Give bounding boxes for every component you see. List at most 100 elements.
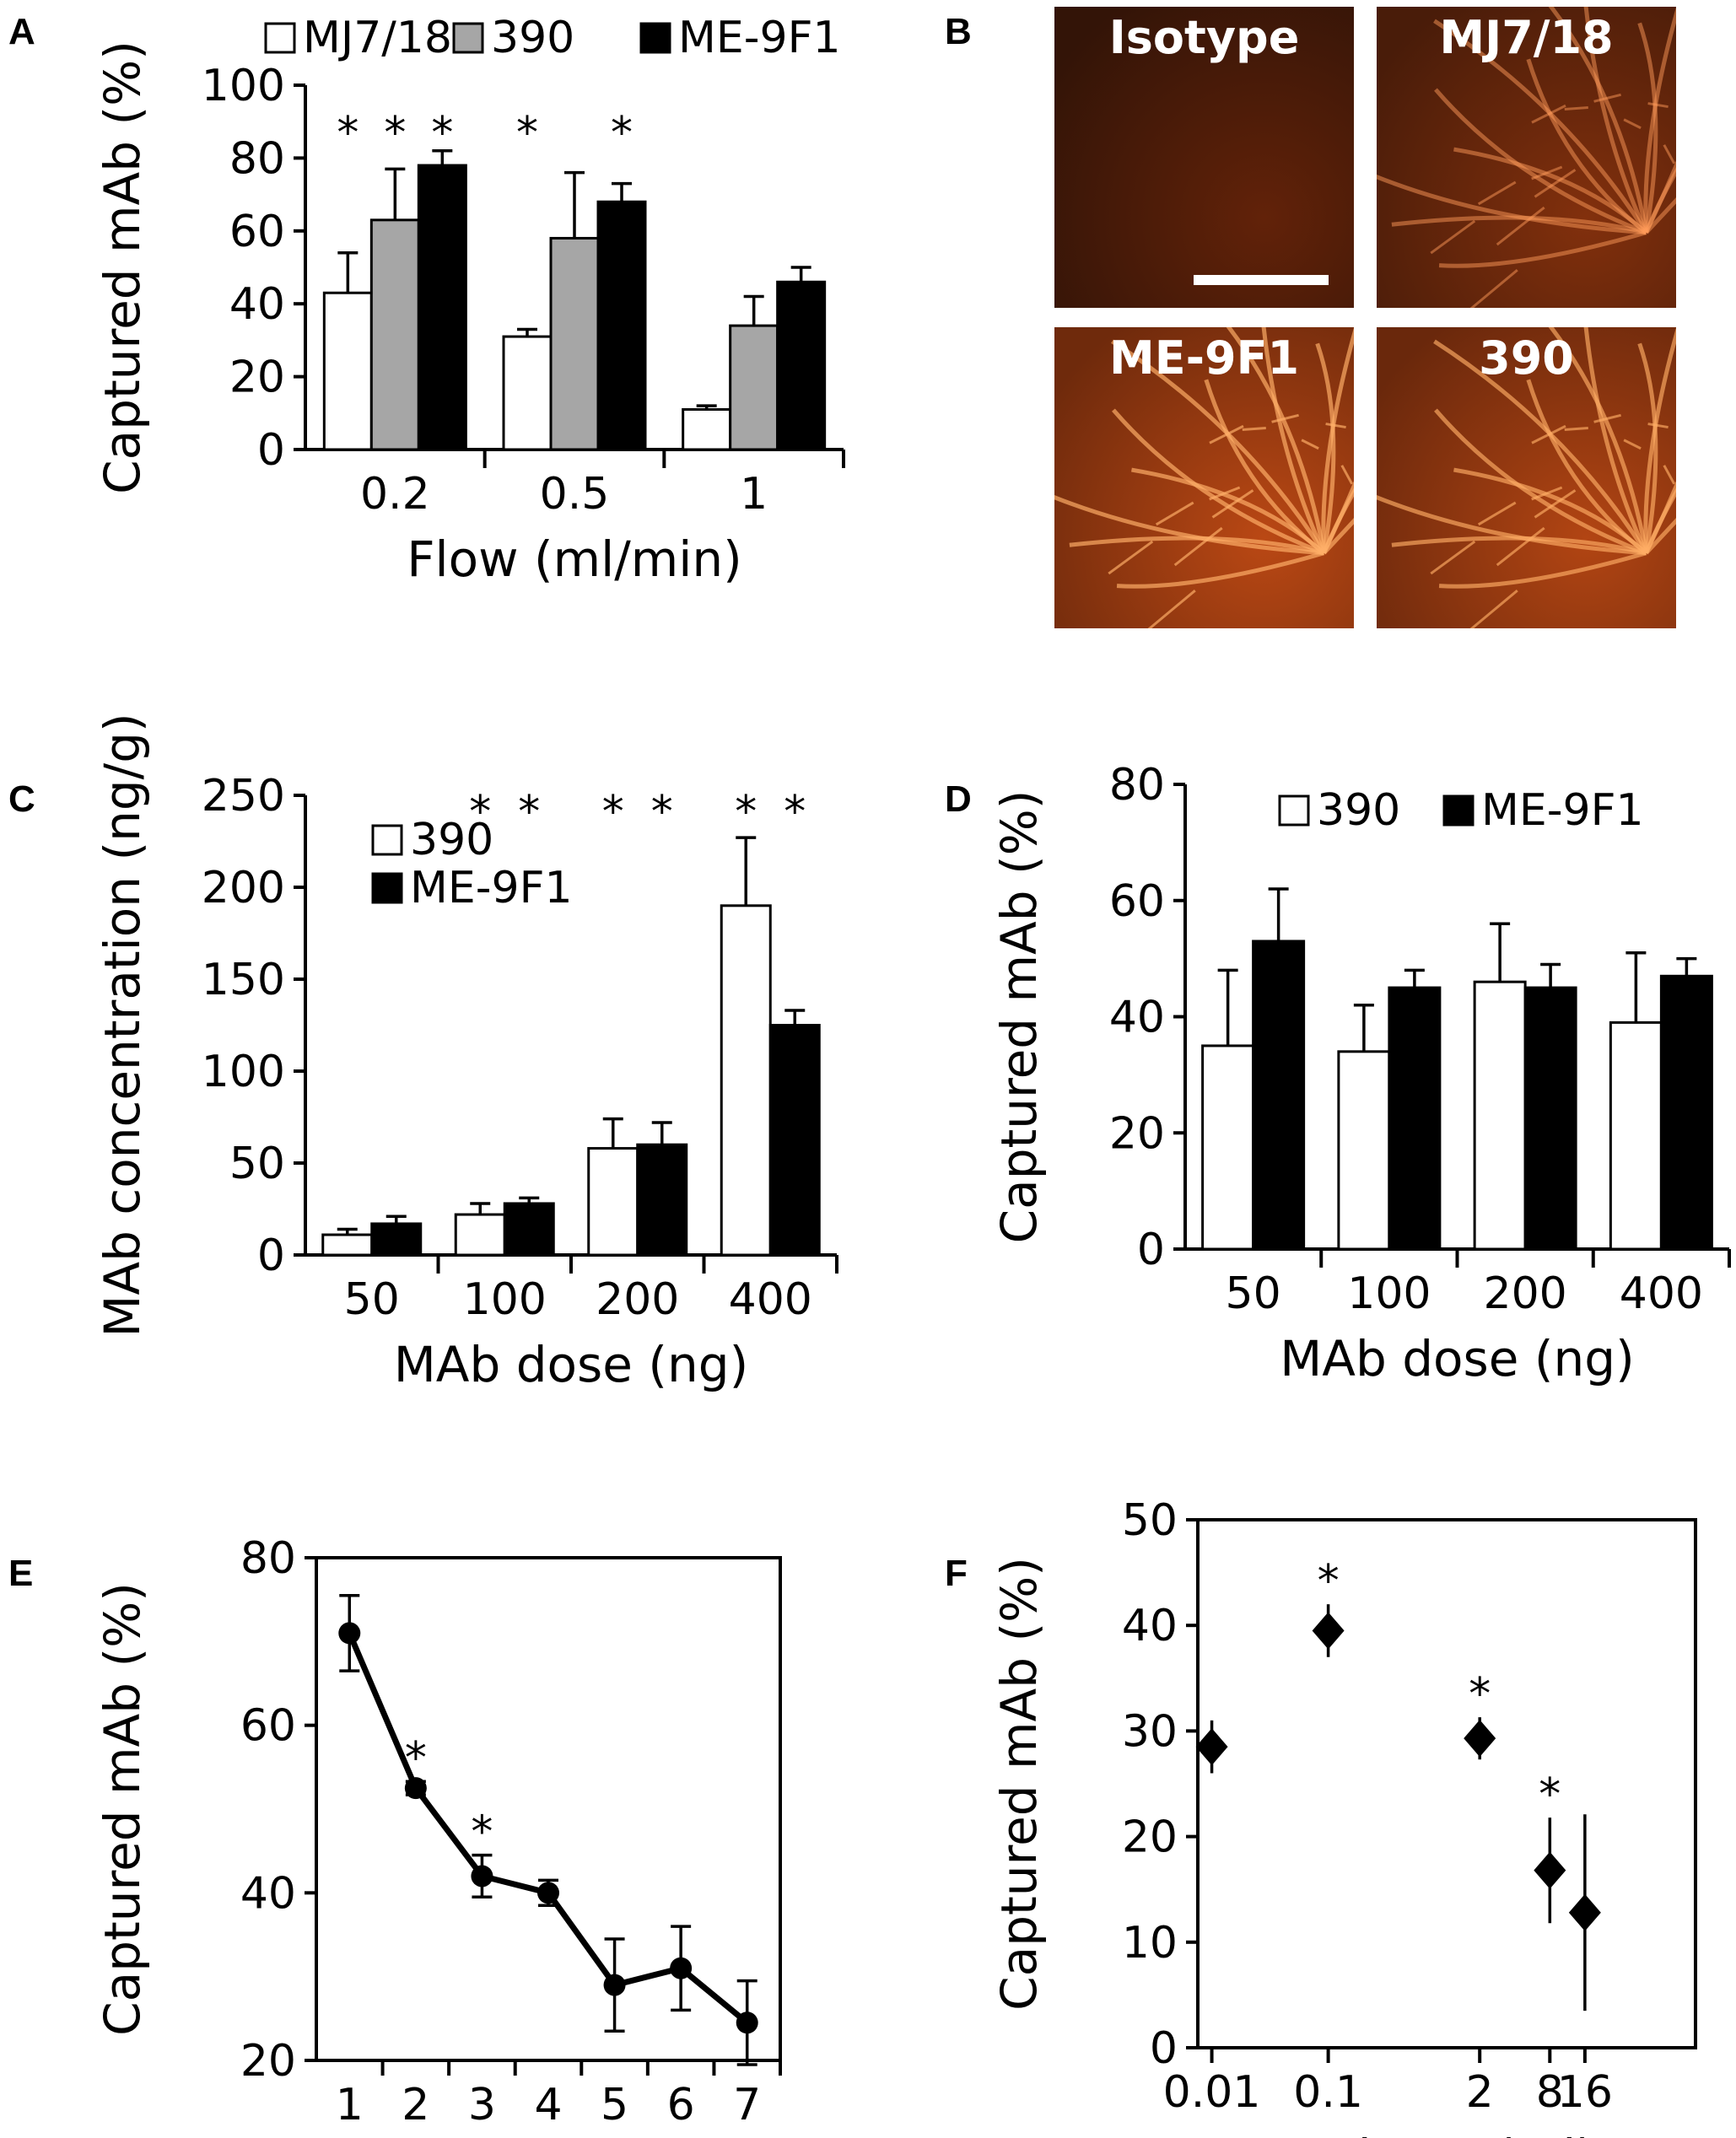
y-axis-label-C: MAb concentration (ng/g) <box>94 713 151 1337</box>
vessel-trace <box>1644 517 1676 555</box>
significance-star-C: * <box>602 787 624 837</box>
vessel-branch <box>1155 501 1194 526</box>
x-tick-label-F: 8 <box>1536 2067 1564 2118</box>
micrograph-me-9f1: ME-9F1 <box>1054 327 1354 628</box>
vessel-trace <box>1526 379 1648 555</box>
legend-label-A: MJ7/18 <box>303 13 452 63</box>
bar-A <box>682 407 732 451</box>
data-point-F <box>1312 1612 1345 1650</box>
micrograph-mj7-18: MJ7/18 <box>1377 7 1676 308</box>
panel-letter-C: C <box>8 778 35 820</box>
y-tick-label-D: 80 <box>1109 760 1165 811</box>
data-point-E <box>537 1882 559 1904</box>
significance-star-C: * <box>469 787 491 837</box>
y-tick-label-F: 50 <box>1122 1495 1178 1546</box>
y-tick-label-A: 0 <box>257 425 285 476</box>
vessel-trace <box>1548 327 1648 554</box>
significance-star-C: * <box>784 787 806 837</box>
y-tick-label-E: 20 <box>240 2036 296 2087</box>
micrograph-label: MJ7/18 <box>1439 11 1613 64</box>
bar-D <box>1252 940 1306 1251</box>
significance-star-A: * <box>337 108 359 159</box>
x-tick-label-D: 200 <box>1483 1268 1566 1319</box>
legend-label-D: 390 <box>1317 785 1400 836</box>
x-tick-label-E: 4 <box>534 2080 562 2130</box>
x-tick-label-D: 100 <box>1347 1268 1431 1319</box>
y-axis-label-D: Captured mAb (%) <box>990 790 1048 1244</box>
vessel-branch <box>1173 526 1223 567</box>
vessel-trace <box>1261 327 1326 554</box>
y-tick-label-C: 100 <box>202 1047 285 1097</box>
x-axis-label-A: Flow (ml/min) <box>407 530 742 588</box>
bar-D <box>1523 986 1577 1251</box>
data-point-F <box>1534 1851 1566 1889</box>
vessel-branch <box>1593 413 1621 423</box>
x-tick-label-A: 1 <box>740 469 768 520</box>
vessel-branch <box>1534 489 1577 519</box>
vessel-branch <box>1531 486 1563 501</box>
micrograph-background <box>1377 7 1676 308</box>
bar-A <box>322 291 373 451</box>
bar-C <box>370 1222 423 1257</box>
y-tick-label-C: 250 <box>202 771 285 821</box>
vessel-branch <box>1430 219 1476 255</box>
vessel-trace <box>1322 487 1354 554</box>
y-tick-label-D: 60 <box>1109 876 1165 927</box>
x-tick-label-D: 50 <box>1226 1268 1281 1319</box>
legend-label-A: 390 <box>491 13 574 63</box>
x-tick-label-F: 2 <box>1466 2067 1494 2118</box>
vessel-branch <box>1663 465 1676 485</box>
x-axis-label-C: MAb dose (ng) <box>394 1336 748 1393</box>
panel-letter-E: E <box>8 1553 33 1594</box>
significance-star-A: * <box>611 108 633 159</box>
vessel-trace <box>1377 494 1647 556</box>
significance-star-A: * <box>431 108 453 159</box>
bar-D <box>1388 986 1442 1251</box>
y-tick-label-F: 30 <box>1122 1706 1178 1757</box>
micrograph-isotype: Isotype <box>1054 7 1354 308</box>
legend-swatch-D <box>1442 794 1475 827</box>
bar-A <box>549 236 600 451</box>
x-tick-label-C: 50 <box>344 1274 400 1325</box>
scale-bar <box>1194 275 1329 285</box>
significance-star-E: * <box>405 1733 427 1784</box>
x-axis-label-F: Volume (ml) <box>1298 2129 1595 2138</box>
x-tick-label-F: 0.01 <box>1163 2067 1261 2118</box>
significance-star-A: * <box>516 108 538 159</box>
vessel-branch <box>1647 102 1669 109</box>
vessel-branch <box>1271 413 1299 423</box>
x-tick-label-F: 0.1 <box>1293 2067 1363 2118</box>
vessel-branch <box>1477 180 1517 206</box>
vessel-branch <box>1593 93 1621 103</box>
y-tick-label-F: 10 <box>1122 1918 1178 1968</box>
vessel-trace <box>1433 19 1648 234</box>
vessel-trace <box>1637 22 1658 234</box>
data-point-F <box>1464 1720 1496 1758</box>
micrograph-390: 390 <box>1377 327 1676 628</box>
bar-C <box>454 1213 506 1257</box>
panel-letter-F: F <box>945 1553 968 1594</box>
significance-star-C: * <box>518 787 540 837</box>
x-tick-label-C: 100 <box>463 1274 547 1325</box>
legend-label-D: ME-9F1 <box>1481 785 1644 836</box>
x-tick-label-F: 16 <box>1557 2067 1613 2118</box>
significance-star-E: * <box>471 1807 493 1858</box>
data-point-E <box>338 1622 361 1645</box>
vessel-trace <box>1644 167 1676 234</box>
vessel-branch <box>1623 439 1642 450</box>
y-axis-label-A: Captured mAb (%) <box>94 40 151 494</box>
x-tick-label-E: 7 <box>733 2080 761 2130</box>
vessel-trace <box>1643 7 1676 233</box>
vessel-trace <box>1438 230 1647 268</box>
vessel-trace <box>1644 160 1676 234</box>
bar-A <box>596 200 647 451</box>
x-tick-label-D: 400 <box>1620 1268 1703 1319</box>
y-tick-label-A: 20 <box>229 353 285 403</box>
bar-C <box>768 1024 821 1257</box>
vessel-trace <box>1548 7 1648 234</box>
vessel-trace <box>1453 147 1648 234</box>
y-tick-label-F: 0 <box>1150 2023 1178 2074</box>
x-tick-label-E: 1 <box>336 2080 364 2130</box>
y-tick-label-D: 40 <box>1109 993 1165 1043</box>
y-tick-label-A: 100 <box>202 61 285 111</box>
